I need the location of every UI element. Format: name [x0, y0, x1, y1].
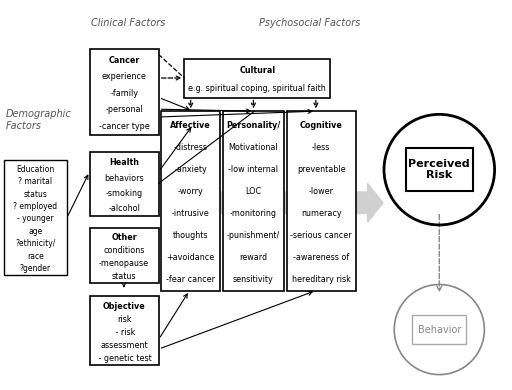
Text: risk: risk [117, 315, 132, 324]
Text: Demographic
Factors: Demographic Factors [6, 109, 72, 131]
Text: hereditary risk: hereditary risk [292, 275, 351, 284]
Bar [406, 148, 473, 191]
Text: numeracy: numeracy [301, 209, 342, 218]
Text: -smoking: -smoking [105, 189, 143, 198]
Text: thoughts: thoughts [173, 231, 208, 240]
Text: ?ethnicity/: ?ethnicity/ [15, 239, 55, 248]
Text: experience: experience [102, 72, 146, 81]
Text: behaviors: behaviors [104, 174, 144, 183]
Text: ?gender: ?gender [20, 264, 51, 273]
Text: Cultural: Cultural [239, 66, 275, 75]
Text: -intrusive: -intrusive [172, 209, 209, 218]
Text: Clinical Factors: Clinical Factors [91, 18, 165, 28]
Text: - younger: - younger [17, 215, 54, 223]
Text: -less: -less [312, 143, 330, 152]
Text: preventable: preventable [297, 165, 346, 174]
Bar [90, 228, 159, 283]
Text: -family: -family [110, 89, 138, 98]
Text: Health: Health [109, 158, 139, 167]
Text: Cognitive: Cognitive [300, 121, 343, 130]
Text: Motivational: Motivational [229, 143, 278, 152]
Text: LOC: LOC [245, 187, 262, 196]
Text: Perceived
Risk: Perceived Risk [409, 159, 470, 181]
Bar [184, 58, 330, 98]
Text: - genetic test: - genetic test [96, 354, 152, 363]
Bar [4, 160, 67, 275]
Bar [412, 315, 466, 344]
Text: -lower: -lower [309, 187, 334, 196]
Text: -fear cancer: -fear cancer [166, 275, 215, 284]
Text: -monitoring: -monitoring [230, 209, 277, 218]
Text: -punishment/: -punishment/ [227, 231, 280, 240]
Text: ? marital: ? marital [18, 177, 52, 186]
Text: reward: reward [240, 253, 267, 262]
Text: -worry: -worry [178, 187, 204, 196]
Text: e.g. spiritual coping, spiritual faith: e.g. spiritual coping, spiritual faith [188, 84, 326, 93]
Text: sensitivity: sensitivity [233, 275, 274, 284]
Text: +avoidance: +avoidance [166, 253, 215, 262]
Text: Other: Other [111, 233, 137, 242]
Bar [90, 49, 159, 135]
Text: assessment: assessment [100, 340, 148, 349]
Text: -menopause: -menopause [99, 259, 149, 268]
Bar [161, 111, 220, 291]
Text: age: age [28, 227, 42, 236]
Text: Affective: Affective [170, 121, 211, 130]
Text: Education: Education [16, 165, 54, 174]
Text: race: race [27, 252, 44, 261]
Text: Cancer: Cancer [109, 56, 140, 65]
Text: status: status [112, 272, 136, 281]
Text: -low internal: -low internal [228, 165, 279, 174]
Text: Behavior: Behavior [418, 324, 461, 335]
FancyArrow shape [161, 184, 383, 222]
Text: -cancer type: -cancer type [99, 122, 150, 131]
Bar [90, 296, 159, 365]
Text: Psychosocial Factors: Psychosocial Factors [259, 18, 360, 28]
Text: -personal: -personal [105, 105, 143, 114]
Text: -awareness of: -awareness of [293, 253, 349, 262]
Text: Objective: Objective [103, 301, 145, 310]
Bar [223, 111, 284, 291]
Text: - risk: - risk [113, 328, 135, 337]
Text: -anxiety: -anxiety [175, 165, 207, 174]
Text: status: status [24, 190, 47, 199]
Bar [287, 111, 356, 291]
Bar [90, 152, 159, 216]
Text: conditions: conditions [103, 246, 145, 255]
Text: -alcohol: -alcohol [108, 204, 140, 213]
Text: -distress: -distress [174, 143, 208, 152]
Text: -serious cancer: -serious cancer [290, 231, 352, 240]
Text: Personality/: Personality/ [226, 121, 281, 130]
Text: ? employed: ? employed [13, 202, 57, 211]
